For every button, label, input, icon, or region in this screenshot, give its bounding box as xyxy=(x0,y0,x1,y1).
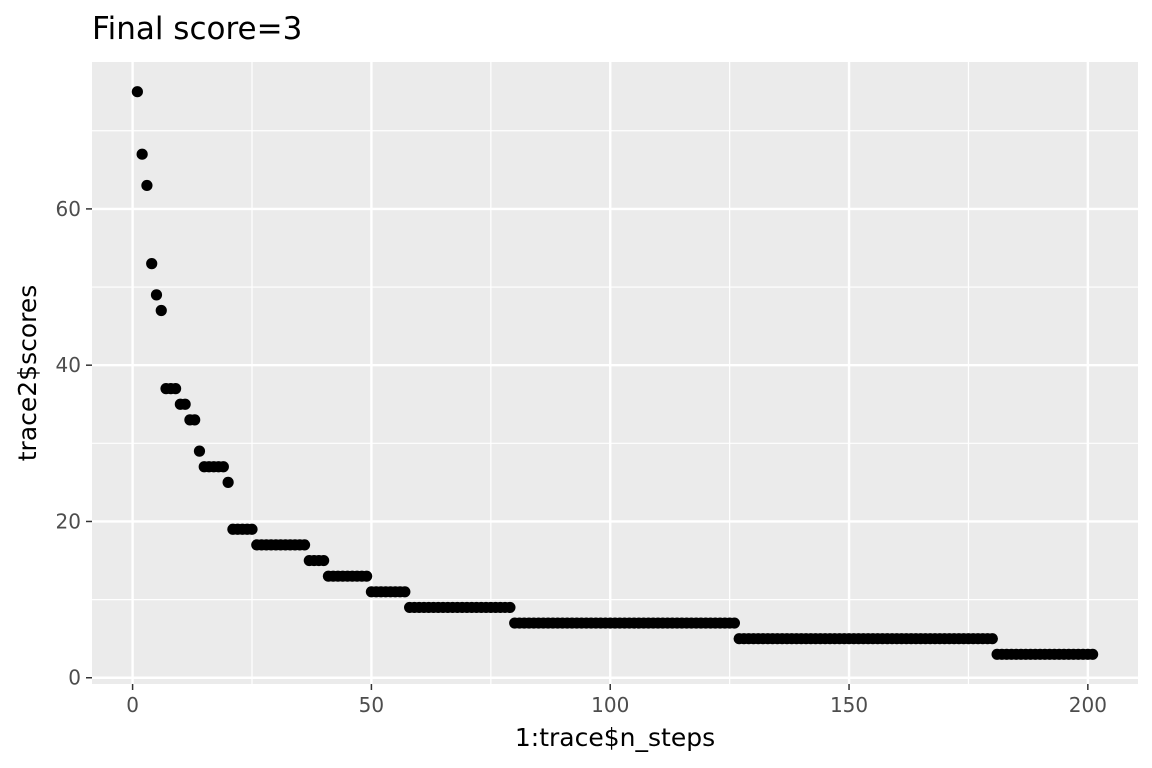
data-point xyxy=(246,523,258,535)
data-point xyxy=(728,617,741,629)
data-point xyxy=(193,445,206,457)
y-tick-label: 0 xyxy=(68,666,81,690)
x-axis: 0 50 100 150 200 xyxy=(126,684,1107,717)
data-point xyxy=(189,414,201,426)
data-point xyxy=(179,398,191,410)
minor-gridlines xyxy=(92,62,1138,684)
data-point xyxy=(399,586,411,598)
data-point xyxy=(361,570,373,582)
data-point xyxy=(169,383,182,395)
data-point xyxy=(986,633,998,645)
data-point xyxy=(141,179,153,192)
x-tick-label: 200 xyxy=(1069,693,1107,717)
data-point xyxy=(146,258,158,270)
y-tick-label: 60 xyxy=(56,197,81,221)
y-tick-label: 20 xyxy=(56,509,81,533)
data-point xyxy=(131,86,143,98)
plot-panel xyxy=(92,62,1138,684)
data-points xyxy=(131,86,1099,660)
data-point xyxy=(318,554,330,567)
data-point xyxy=(222,476,234,488)
x-tick-label: 150 xyxy=(830,693,868,717)
y-axis-title: trace2$scores xyxy=(13,285,42,462)
data-point xyxy=(504,601,516,614)
data-point xyxy=(150,289,163,301)
data-point xyxy=(155,304,167,317)
data-point xyxy=(1087,648,1099,660)
x-axis-title: 1:trace$n_steps xyxy=(515,723,715,752)
x-tick-label: 0 xyxy=(126,693,139,717)
chart-title: Final score=3 xyxy=(92,11,302,47)
data-point xyxy=(136,148,148,160)
data-point xyxy=(298,539,311,551)
y-axis: 0 20 40 60 xyxy=(56,197,92,690)
x-tick-label: 50 xyxy=(359,693,384,717)
x-tick-label: 100 xyxy=(591,693,629,717)
major-gridlines xyxy=(92,62,1138,684)
data-point xyxy=(217,461,229,473)
y-tick-label: 40 xyxy=(56,353,81,377)
